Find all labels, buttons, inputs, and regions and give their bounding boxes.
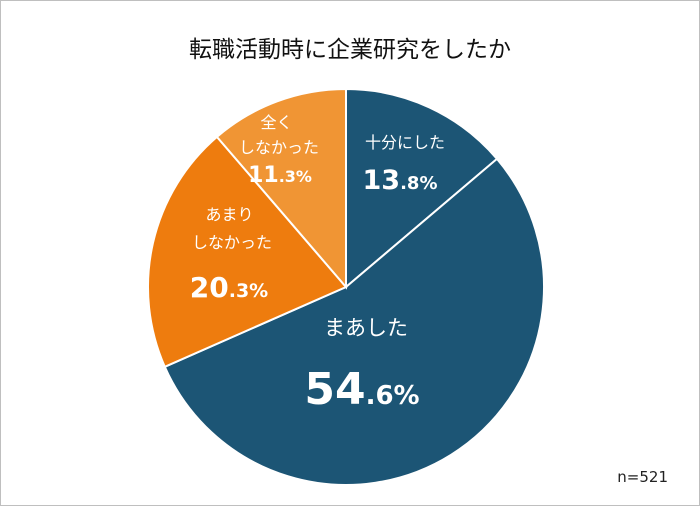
slice-label-sufficient: 十分にした: [365, 133, 445, 152]
slice-label-somewhat: まあした: [324, 316, 408, 340]
chart-title: 転職活動時に企業研究をしたか: [189, 37, 511, 63]
slice-somewhat: [163, 157, 545, 486]
slice-sufficient: [345, 87, 499, 290]
slice-percent-sufficient: 13.8%: [363, 165, 438, 196]
slice-percent-not-at-all: 11.3%: [248, 163, 312, 188]
slice-label-not-much: あまり しなかった: [192, 205, 272, 252]
sample-size-note: n=521: [617, 468, 668, 486]
slice-label-not-at-all: 全く しなかった: [239, 113, 319, 157]
slice-percent-somewhat: 54.6%: [304, 364, 419, 415]
slice-not-at-all: [215, 87, 347, 290]
slice-not-much: [147, 135, 348, 369]
slice-percent-not-much: 20.3%: [190, 271, 268, 304]
